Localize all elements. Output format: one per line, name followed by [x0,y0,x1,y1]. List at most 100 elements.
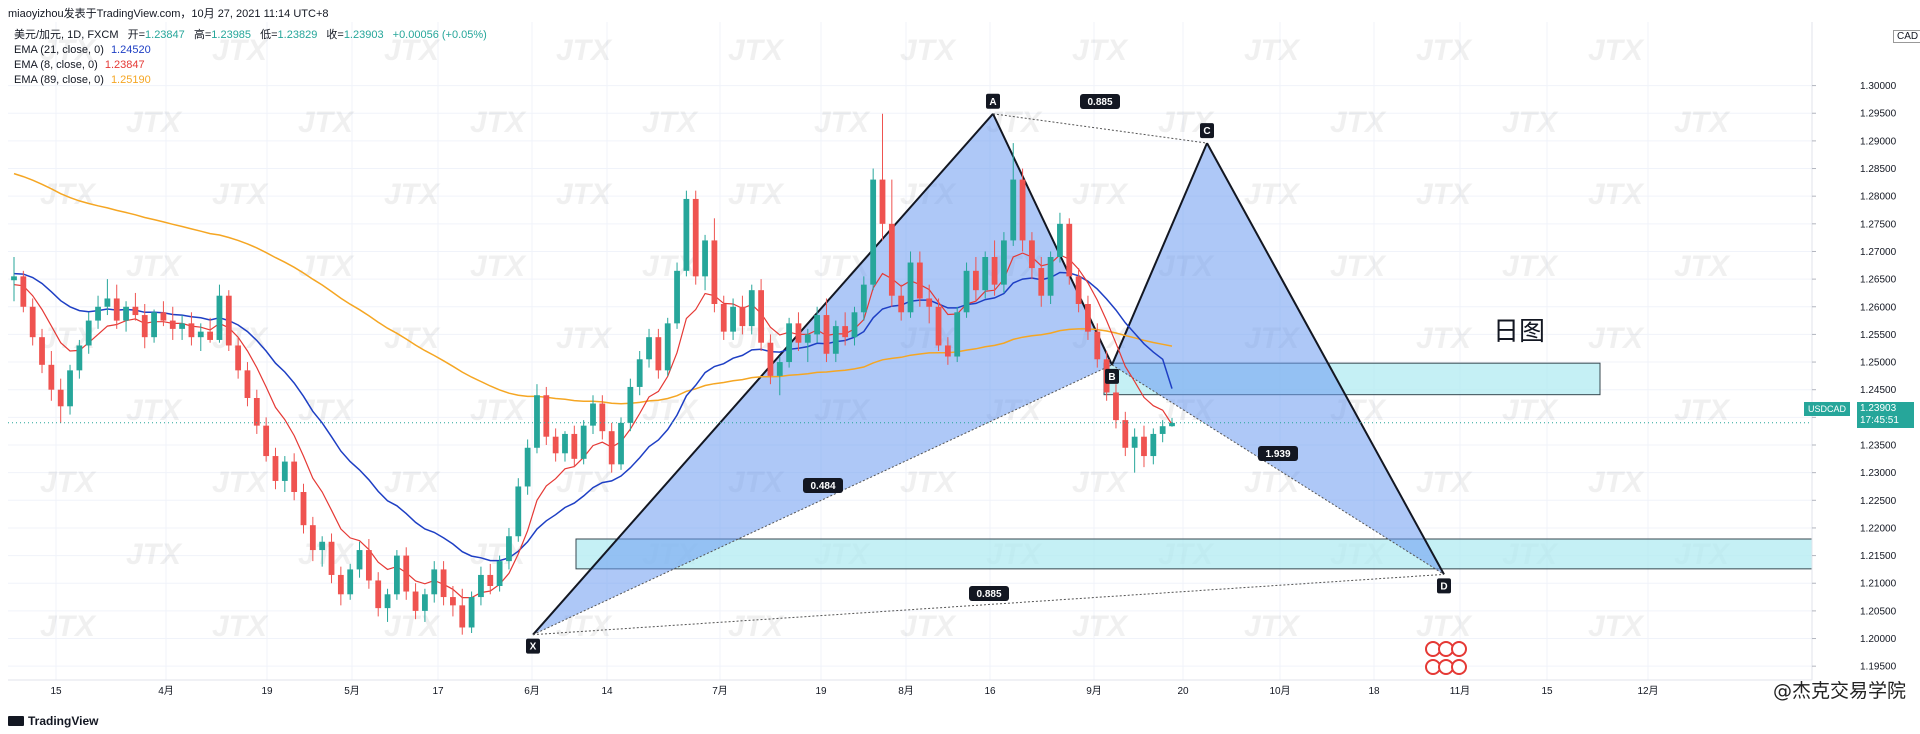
candle [562,431,568,462]
candle-body [655,337,662,371]
legend-symbol-row: 美元/加元, 1D, FXCM 开=1.23847 高=1.23985 低=1.… [14,28,487,43]
y-tick-label: 1.29000 [1860,136,1897,147]
watermark-text: JTX [298,250,355,283]
candle [506,527,512,570]
leg-bc [1111,142,1208,366]
harmonic-pattern [532,113,1445,636]
ema8-value: 1.23847 [104,59,145,71]
candle [935,298,942,351]
watermark-text: JTX [900,610,957,643]
candle [692,190,699,285]
candle [1075,268,1082,313]
candle [309,516,316,562]
candle [590,395,596,434]
watermark-text: JTX [1502,106,1559,139]
candle-body [375,580,382,609]
y-tick-label: 1.22000 [1860,523,1897,534]
candle [67,364,73,415]
candle-body [608,431,615,465]
watermark-text: JTX [900,466,957,499]
candle-body [496,561,503,586]
tradingview-logo[interactable]: TradingView [8,714,98,728]
watermark-text: JTX [470,250,527,283]
ema21-label: EMA (21, close, 0) [14,44,104,56]
economic-event-icon [1438,659,1454,675]
candle-body [870,179,877,285]
candle [496,555,503,592]
candle [916,251,923,307]
daily-label: 日图 [1493,317,1545,347]
y-tick-label: 1.20000 [1860,634,1897,645]
candle-body [627,386,634,423]
x-tick-label: 4月 [158,685,174,697]
candle [207,317,214,343]
ratio-badge-bd [1258,446,1298,461]
tradingview-brand: TradingView [28,714,99,728]
candle [20,270,27,313]
candles [11,113,1175,635]
change-value: +0.00056 (+0.05%) [392,29,487,41]
watermark-text: JTX [126,394,183,427]
watermark-text: JTX [1502,394,1559,427]
watermark-text: JTX [642,394,699,427]
watermark-text: JTX [1072,466,1129,499]
close-value: 1.23903 [343,29,384,41]
candle [1057,212,1063,263]
candle [814,306,821,343]
candle-body [197,331,204,338]
candle-body [459,605,466,628]
currency-tag[interactable]: CAD [1893,30,1920,43]
candle [169,306,176,340]
watermark-text: JTX [728,178,785,211]
candle-body [431,569,438,595]
tradingview-mark-icon [8,716,24,726]
watermark-text: JTX [1416,178,1473,211]
x-tick-label: 15 [50,686,62,697]
watermark-text: JTX [556,34,613,67]
candle-body [795,323,802,343]
diag-bd [1111,364,1445,575]
point-label-d: D [1440,581,1447,592]
point-badge-b [1105,368,1119,384]
candle-body [253,398,260,426]
candle [272,447,279,490]
candle-body [664,323,671,371]
candle-body [879,179,886,224]
candle-body [580,425,587,459]
candle-body [95,306,101,321]
candle [1150,428,1157,465]
candle-body [478,574,484,598]
last-price-value: 1.23903 [1860,403,1897,414]
candle [263,417,270,462]
diag-xb [532,364,1113,636]
candle-body [328,541,335,575]
candle-body [85,320,92,346]
watermark-text: JTX [728,34,785,67]
candle-body [160,312,167,321]
candle [95,295,101,329]
candle-body [1038,268,1045,296]
candle-body [1057,223,1063,257]
candle-body [309,525,316,551]
misc [8,422,1812,675]
candle-body [132,306,139,316]
legend-ema89-row: EMA (89, close, 0) 1.25190 [14,73,487,88]
candle [281,456,288,492]
point-badge-c [1200,123,1214,139]
candle-body [636,359,643,387]
y-tick-label: 1.20500 [1860,606,1897,617]
candle [431,561,438,603]
candle [664,317,671,376]
watermark-text: JTX [1072,34,1129,67]
watermark-text: JTX [384,610,441,643]
candle-body [524,447,531,487]
watermark-text: JTX [1330,250,1387,283]
candle [1094,323,1101,368]
x-axis: 15 4月 19 5月 17 6月 14 7月 19 8月 16 9月 20 10月 18 11月 15 12月 [8,679,1812,697]
ema21-path [13,271,1173,562]
candle-body [281,461,288,481]
candle [599,395,606,440]
watermark-text: JTX [126,538,183,571]
point-label-c: C [1203,126,1210,137]
